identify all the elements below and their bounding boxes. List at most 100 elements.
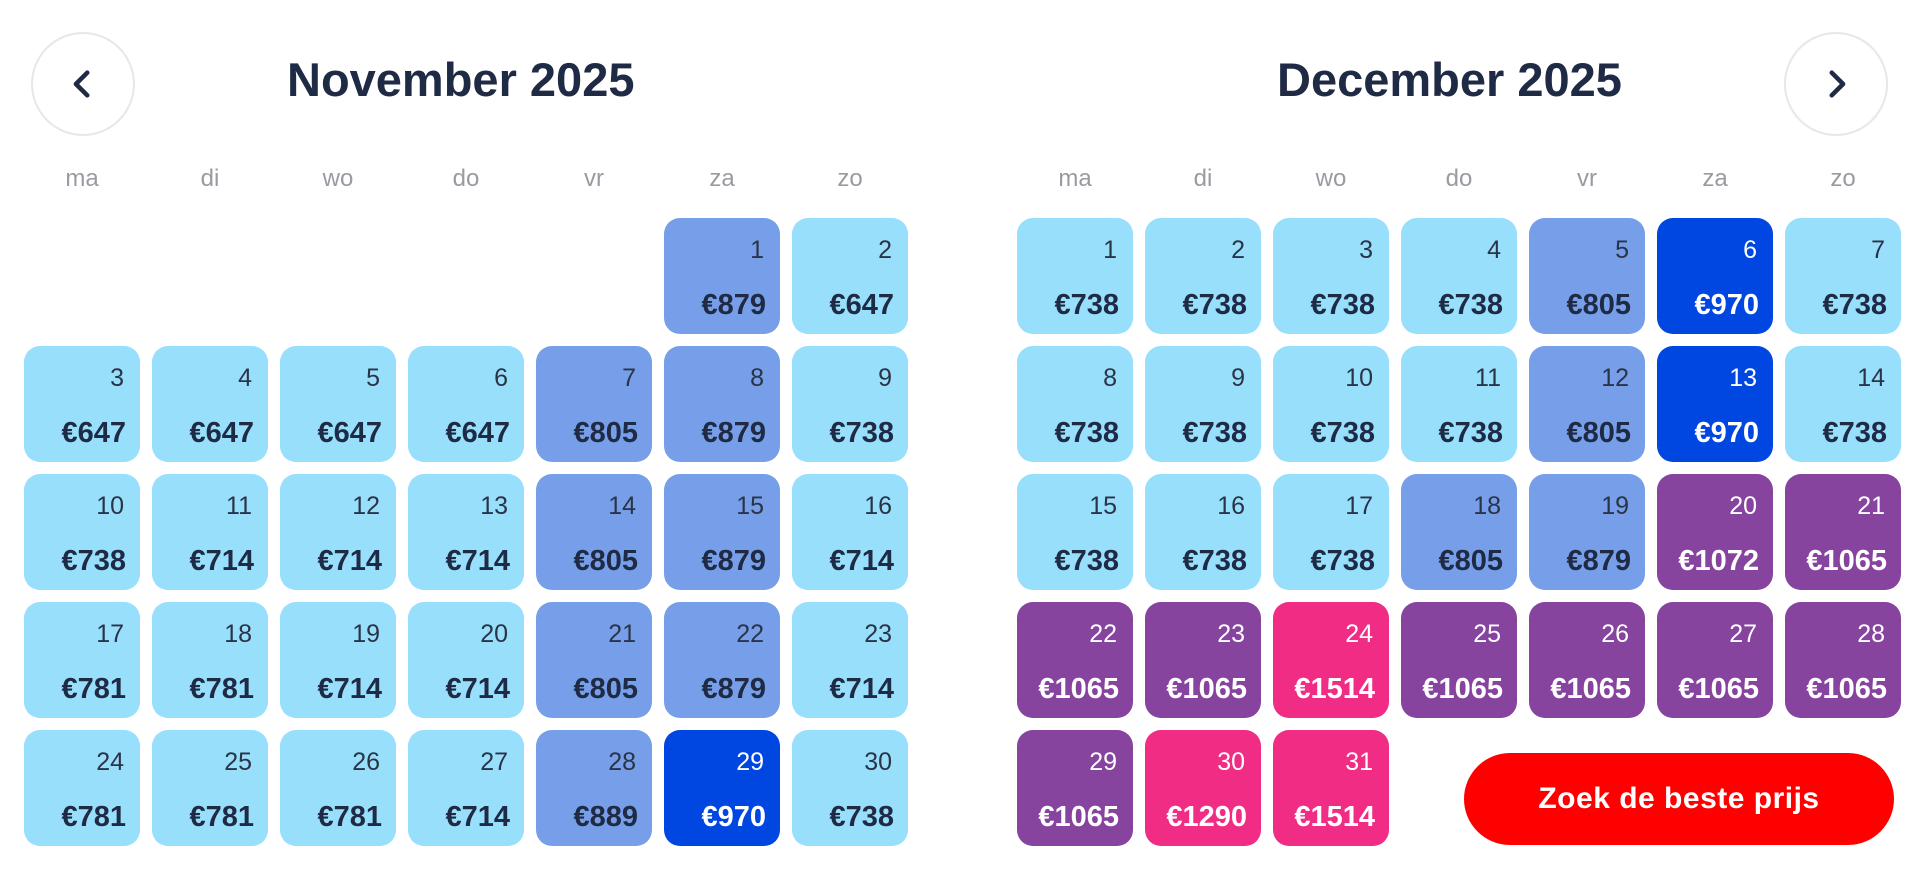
day-number: 3 xyxy=(1359,236,1373,264)
day-price: €781 xyxy=(61,801,126,833)
day-cell[interactable]: 30 €1290 xyxy=(1145,730,1261,846)
day-number: 21 xyxy=(608,620,636,648)
day-price: €1290 xyxy=(1166,801,1247,833)
day-number: 9 xyxy=(1231,364,1245,392)
day-cell[interactable]: 6 €970 xyxy=(1657,218,1773,334)
day-number: 30 xyxy=(1217,748,1245,776)
day-price: €738 xyxy=(1822,289,1887,321)
day-cell[interactable]: 3 €647 xyxy=(24,346,140,462)
day-cell[interactable]: 8 €738 xyxy=(1017,346,1133,462)
day-price: €1065 xyxy=(1550,673,1631,705)
day-cell[interactable]: 1 €879 xyxy=(664,218,780,334)
day-cell[interactable]: 14 €805 xyxy=(536,474,652,590)
day-cell[interactable]: 6 €647 xyxy=(408,346,524,462)
day-cell[interactable]: 20 €1072 xyxy=(1657,474,1773,590)
search-best-price-button[interactable]: Zoek de beste prijs xyxy=(1464,753,1894,845)
day-cell[interactable]: 3 €738 xyxy=(1273,218,1389,334)
day-cell[interactable]: 4 €647 xyxy=(152,346,268,462)
day-cell[interactable]: 29 €1065 xyxy=(1017,730,1133,846)
day-cell[interactable]: 9 €738 xyxy=(1145,346,1261,462)
day-cell[interactable]: 21 €1065 xyxy=(1785,474,1901,590)
day-price: €879 xyxy=(701,417,766,449)
day-cell[interactable]: 26 €781 xyxy=(280,730,396,846)
next-month-button[interactable] xyxy=(1784,32,1888,136)
day-cell[interactable]: 23 €1065 xyxy=(1145,602,1261,718)
weekday-label: zo xyxy=(837,165,863,192)
day-cell[interactable]: 16 €714 xyxy=(792,474,908,590)
day-price: €1065 xyxy=(1038,673,1119,705)
day-cell[interactable]: 16 €738 xyxy=(1145,474,1261,590)
day-cell[interactable]: 10 €738 xyxy=(24,474,140,590)
day-price: €805 xyxy=(1566,417,1631,449)
day-cell[interactable]: 19 €879 xyxy=(1529,474,1645,590)
previous-month-button[interactable] xyxy=(31,32,135,136)
day-cell[interactable]: 9 €738 xyxy=(792,346,908,462)
day-cell[interactable]: 11 €738 xyxy=(1401,346,1517,462)
month-title-november: November 2025 xyxy=(287,53,635,106)
day-cell[interactable]: 10 €738 xyxy=(1273,346,1389,462)
day-cell[interactable]: 22 €1065 xyxy=(1017,602,1133,718)
day-cell[interactable]: 24 €781 xyxy=(24,730,140,846)
day-cell[interactable]: 7 €738 xyxy=(1785,218,1901,334)
day-cell[interactable]: 25 €781 xyxy=(152,730,268,846)
day-price: €781 xyxy=(189,801,254,833)
day-cell[interactable]: 24 €1514 xyxy=(1273,602,1389,718)
day-cell[interactable]: 27 €714 xyxy=(408,730,524,846)
day-price: €805 xyxy=(573,417,638,449)
day-cell[interactable]: 8 €879 xyxy=(664,346,780,462)
day-cell[interactable]: 7 €805 xyxy=(536,346,652,462)
weekday-label: ma xyxy=(65,165,99,192)
day-cell[interactable]: 5 €647 xyxy=(280,346,396,462)
day-cell[interactable]: 1 €738 xyxy=(1017,218,1133,334)
day-cell[interactable]: 13 €714 xyxy=(408,474,524,590)
day-cell[interactable]: 17 €738 xyxy=(1273,474,1389,590)
day-number: 24 xyxy=(96,748,124,776)
day-cell[interactable]: 28 €889 xyxy=(536,730,652,846)
day-number: 1 xyxy=(750,236,764,264)
day-cell[interactable]: 25 €1065 xyxy=(1401,602,1517,718)
day-number: 12 xyxy=(352,492,380,520)
day-cell[interactable]: 26 €1065 xyxy=(1529,602,1645,718)
day-cell[interactable]: 29 €970 xyxy=(664,730,780,846)
day-number: 9 xyxy=(878,364,892,392)
day-cell[interactable]: 19 €714 xyxy=(280,602,396,718)
day-cell[interactable]: 18 €805 xyxy=(1401,474,1517,590)
day-cell[interactable]: 21 €805 xyxy=(536,602,652,718)
day-cell[interactable]: 18 €781 xyxy=(152,602,268,718)
day-cell[interactable]: 11 €714 xyxy=(152,474,268,590)
day-cell[interactable]: 22 €879 xyxy=(664,602,780,718)
day-cell[interactable]: 12 €805 xyxy=(1529,346,1645,462)
day-cell[interactable]: 30 €738 xyxy=(792,730,908,846)
day-number: 26 xyxy=(1601,620,1629,648)
day-cell[interactable]: 13 €970 xyxy=(1657,346,1773,462)
day-number: 26 xyxy=(352,748,380,776)
day-cell[interactable]: 5 €805 xyxy=(1529,218,1645,334)
day-cell[interactable]: 12 €714 xyxy=(280,474,396,590)
day-price: €738 xyxy=(1438,417,1503,449)
day-cell[interactable]: 27 €1065 xyxy=(1657,602,1773,718)
day-number: 19 xyxy=(352,620,380,648)
day-number: 10 xyxy=(96,492,124,520)
day-cell[interactable]: 15 €879 xyxy=(664,474,780,590)
day-number: 13 xyxy=(480,492,508,520)
calendar-grid-december: 1 €738 2 €738 3 €738 4 €738 5 €805 6 €970 7 €738 8 €738… xyxy=(1017,218,1920,848)
day-cell[interactable]: 15 €738 xyxy=(1017,474,1133,590)
day-cell[interactable]: 20 €714 xyxy=(408,602,524,718)
day-price: €714 xyxy=(317,545,382,577)
day-cell[interactable]: 17 €781 xyxy=(24,602,140,718)
day-price: €738 xyxy=(1182,417,1247,449)
day-number: 17 xyxy=(1345,492,1373,520)
day-cell[interactable]: 2 €738 xyxy=(1145,218,1261,334)
day-price: €738 xyxy=(1310,417,1375,449)
day-price: €738 xyxy=(1054,289,1119,321)
day-cell[interactable]: 31 €1514 xyxy=(1273,730,1389,846)
day-cell[interactable]: 23 €714 xyxy=(792,602,908,718)
day-cell[interactable]: 2 €647 xyxy=(792,218,908,334)
day-cell[interactable]: 28 €1065 xyxy=(1785,602,1901,718)
day-cell[interactable]: 4 €738 xyxy=(1401,218,1517,334)
day-cell[interactable]: 14 €738 xyxy=(1785,346,1901,462)
day-number: 30 xyxy=(864,748,892,776)
day-number: 28 xyxy=(608,748,636,776)
chevron-left-icon xyxy=(73,70,90,98)
day-price: €738 xyxy=(61,545,126,577)
